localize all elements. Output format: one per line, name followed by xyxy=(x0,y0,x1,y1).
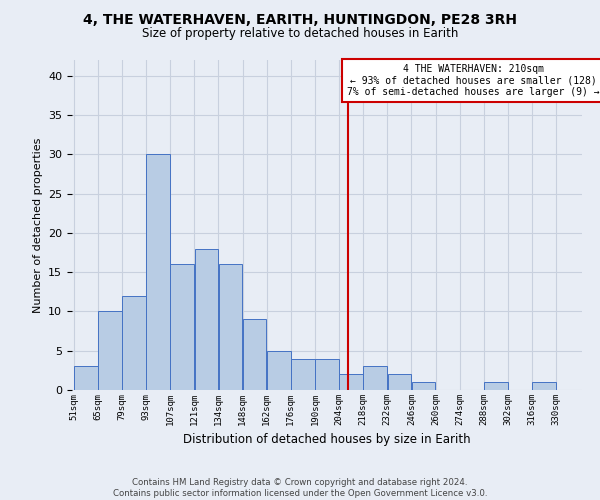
Y-axis label: Number of detached properties: Number of detached properties xyxy=(32,138,43,312)
Text: 4 THE WATERHAVEN: 210sqm
← 93% of detached houses are smaller (128)
7% of semi-d: 4 THE WATERHAVEN: 210sqm ← 93% of detach… xyxy=(347,64,600,97)
Bar xyxy=(219,264,242,390)
Bar xyxy=(291,358,314,390)
Bar xyxy=(484,382,508,390)
Bar xyxy=(267,350,290,390)
Bar xyxy=(98,312,122,390)
Bar xyxy=(146,154,170,390)
Text: 4, THE WATERHAVEN, EARITH, HUNTINGDON, PE28 3RH: 4, THE WATERHAVEN, EARITH, HUNTINGDON, P… xyxy=(83,12,517,26)
Bar xyxy=(122,296,146,390)
Bar xyxy=(170,264,194,390)
Bar xyxy=(194,248,218,390)
Bar xyxy=(412,382,435,390)
Bar xyxy=(74,366,98,390)
Text: Size of property relative to detached houses in Earith: Size of property relative to detached ho… xyxy=(142,28,458,40)
Bar xyxy=(315,358,339,390)
Bar xyxy=(532,382,556,390)
Text: Contains HM Land Registry data © Crown copyright and database right 2024.
Contai: Contains HM Land Registry data © Crown c… xyxy=(113,478,487,498)
X-axis label: Distribution of detached houses by size in Earith: Distribution of detached houses by size … xyxy=(183,434,471,446)
Bar xyxy=(340,374,363,390)
Bar xyxy=(388,374,411,390)
Bar xyxy=(243,320,266,390)
Bar xyxy=(364,366,387,390)
